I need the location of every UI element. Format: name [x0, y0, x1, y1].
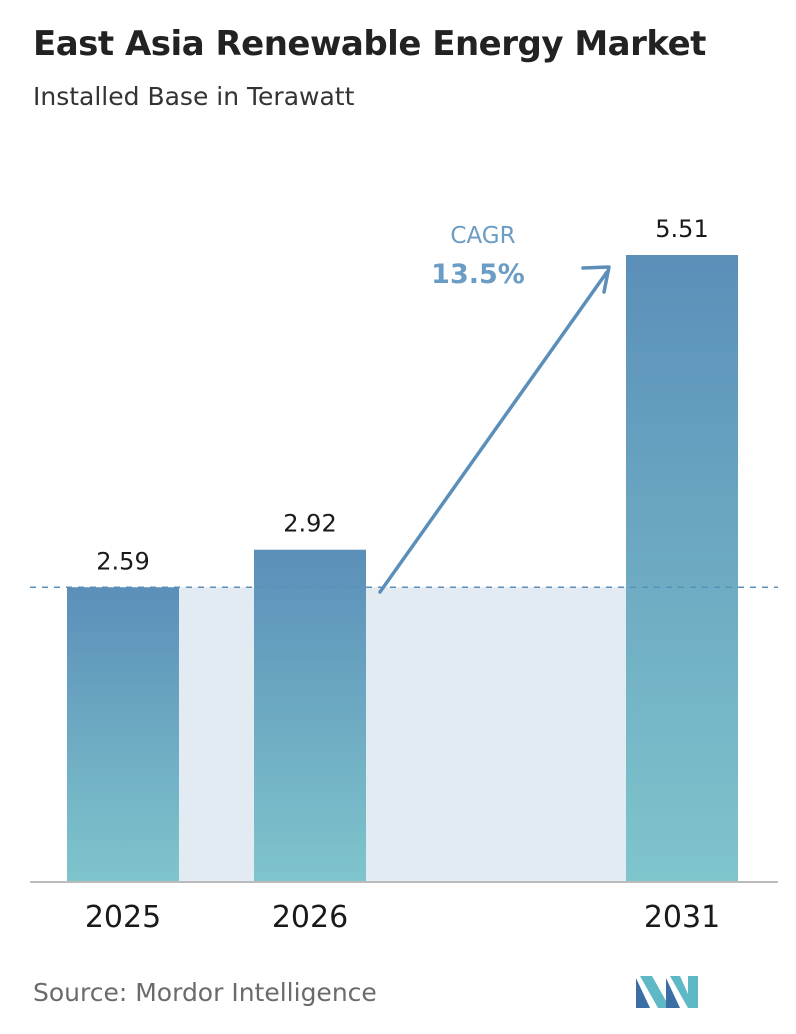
cagr-value: 13.5% — [431, 259, 525, 290]
data-label-2026: 2.92 — [283, 510, 336, 538]
cagr-label: CAGR — [450, 223, 515, 249]
source-note: Source: Mordor Intelligence — [33, 978, 377, 1007]
chart-title: East Asia Renewable Energy Market — [33, 24, 706, 64]
data-label-2031: 5.51 — [655, 215, 708, 243]
data-label-2025: 2.59 — [96, 547, 149, 575]
bar-2031 — [626, 255, 738, 882]
bar-2025 — [67, 587, 179, 882]
chart-subtitle: Installed Base in Terawatt — [33, 82, 355, 111]
x-tick-2025: 2025 — [85, 900, 161, 935]
cagr-arrowhead — [581, 265, 611, 294]
x-tick-2031: 2031 — [644, 900, 720, 935]
cagr-arrow — [378, 270, 609, 594]
bar-chart: 2.59 2025 2.92 2026 5.51 2031 CAGR 13.5% — [30, 215, 778, 935]
mordor-intelligence-logo — [636, 976, 698, 1008]
x-tick-2026: 2026 — [272, 900, 348, 935]
bar-2026 — [254, 549, 366, 882]
